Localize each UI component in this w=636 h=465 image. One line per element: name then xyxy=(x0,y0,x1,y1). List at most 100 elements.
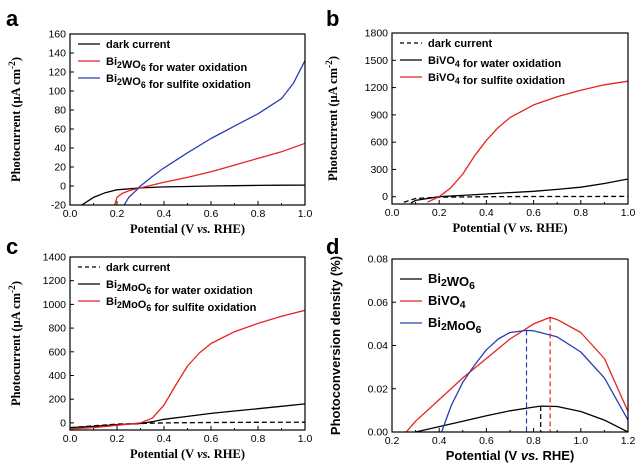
legend-label: dark current xyxy=(428,38,493,50)
legend-label: Bi2MoO6 for water oxidation xyxy=(106,279,253,297)
x-tick-label: 1.2 xyxy=(621,435,636,447)
panel-b: b 0.0 0.2 0.4 0.6 0.8 1.0 0 300 600 900 1200 1500 180… xyxy=(325,6,635,235)
y-tick-label: 900 xyxy=(370,109,388,121)
legend-label: Bi2WO6 xyxy=(428,271,475,292)
plot-frame xyxy=(391,32,629,205)
x-tick-label: 0.8 xyxy=(573,207,588,219)
legend-label: BiVO4 for sulfite oxidation xyxy=(428,72,565,87)
y-tick-label: 0.04 xyxy=(368,340,389,352)
legend: dark current Bi2MoO6 for water oxidationB… xyxy=(78,262,257,314)
x-axis-label: Potential (V vs. RHE) xyxy=(446,448,575,463)
series-line-3 xyxy=(427,80,628,203)
panel-d: d 0.2 0.4 0.6 0.8 1.0 1.2 0.00 0.02 0.04 0.06 0.08 B… xyxy=(326,234,635,463)
panel-letter: a xyxy=(6,6,19,31)
x-tick-label: 0.4 xyxy=(157,433,172,445)
y-tick-label: 0.06 xyxy=(368,297,389,309)
y-tick-label: 800 xyxy=(48,323,66,335)
y-tick-label: 1200 xyxy=(365,82,389,94)
panel-letter: d xyxy=(326,234,339,259)
legend-label: Bi2MoO6 for sulfite oxidation xyxy=(106,296,257,314)
x-tick-label: 1.0 xyxy=(621,207,636,219)
y-tick-label: 300 xyxy=(370,164,388,176)
y-tick-label: 120 xyxy=(48,67,66,79)
series-line-3 xyxy=(70,309,305,430)
y-tick-label: 60 xyxy=(54,124,66,136)
x-tick-label: 0.4 xyxy=(157,208,172,220)
x-tick-label: 0.6 xyxy=(526,207,541,219)
y-tick-label: 100 xyxy=(48,86,66,98)
legend-label: Bi2MoO6 xyxy=(428,315,482,336)
y-tick-label: 1400 xyxy=(43,252,67,264)
y-tick-label: 160 xyxy=(48,29,66,41)
x-tick-label: 0.4 xyxy=(479,207,494,219)
panel-letter: b xyxy=(326,6,339,31)
panel-a: a 0.0 0.2 0.4 0.6 0.8 1.0 -20 0 20 40 60 80 100 120 140… xyxy=(6,6,312,236)
series-line-2 xyxy=(70,403,305,429)
y-tick-label: 1800 xyxy=(365,28,389,40)
y-tick-label: 1200 xyxy=(43,275,67,287)
y-tick-label: 40 xyxy=(54,143,66,155)
x-tick-label: 0.0 xyxy=(385,207,400,219)
y-tick-label: 0 xyxy=(382,191,388,203)
panel-letter: c xyxy=(6,234,18,259)
legend-label: dark current xyxy=(106,39,171,51)
x-tick-label: 0.8 xyxy=(251,433,266,445)
legend-label: dark current xyxy=(106,262,171,274)
y-tick-label: 0 xyxy=(60,417,66,429)
series-line-3 xyxy=(123,60,305,205)
y-tick-label: 0.00 xyxy=(368,427,389,439)
y-axis-label: Photocurrent (μA cm-2) xyxy=(8,57,23,182)
y-axis-label: Photoconversion density (%) xyxy=(328,256,343,435)
y-tick-label: 140 xyxy=(48,48,66,60)
legend-label: BiVO4 xyxy=(428,293,466,311)
x-tick-label: 0.2 xyxy=(385,435,400,447)
y-tick-label: -20 xyxy=(51,200,66,212)
y-tick-label: 1000 xyxy=(43,299,67,311)
legend-label: Bi2WO6 for sulfite oxidation xyxy=(106,73,251,91)
x-tick-label: 0.6 xyxy=(204,433,219,445)
y-tick-label: 600 xyxy=(48,346,66,358)
plot-frame xyxy=(391,258,629,433)
series-line-2 xyxy=(114,142,305,205)
series-line-1 xyxy=(403,195,628,203)
plot-frame xyxy=(69,256,306,431)
x-axis-label: Potential (V vs. RHE) xyxy=(452,221,567,235)
panel-c: c 0.0 0.2 0.4 0.6 0.8 1.0 0 200 400 600 800 1000 1200… xyxy=(6,234,312,461)
x-tick-label: 0.6 xyxy=(204,208,219,220)
x-tick-label: 0.2 xyxy=(432,207,447,219)
legend: dark current BiVO4 for water oxidation BiV… xyxy=(400,38,565,87)
x-tick-label: 1.0 xyxy=(573,435,588,447)
series-line-1 xyxy=(81,184,305,205)
x-tick-label: 0.8 xyxy=(251,208,266,220)
y-tick-label: 200 xyxy=(48,394,66,406)
y-tick-label: 20 xyxy=(54,162,66,174)
legend-label: Bi2WO6 for water oxidation xyxy=(106,56,248,74)
series-line-2 xyxy=(405,316,628,432)
series-line-1 xyxy=(415,405,628,432)
x-tick-label: 0.8 xyxy=(526,435,541,447)
y-tick-label: 1500 xyxy=(365,55,389,67)
series-line-3 xyxy=(440,329,628,432)
legend: dark current Bi2WO6 for water oxidationBi… xyxy=(78,39,251,91)
plot-frame xyxy=(69,33,306,206)
x-tick-label: 1.0 xyxy=(298,433,313,445)
legend-label: BiVO4 for water oxidation xyxy=(428,55,562,70)
x-axis-label: Potential (V vs. RHE) xyxy=(130,222,245,236)
y-tick-label: 400 xyxy=(48,370,66,382)
series-line-1 xyxy=(70,421,305,429)
x-axis-label: Potential (V vs. RHE) xyxy=(130,447,245,461)
x-tick-label: 0.2 xyxy=(110,208,125,220)
y-tick-label: 0.08 xyxy=(368,254,389,266)
y-tick-label: 600 xyxy=(370,137,388,149)
x-tick-label: 0.2 xyxy=(110,433,125,445)
x-tick-label: 0.0 xyxy=(63,208,78,220)
x-tick-label: 0.4 xyxy=(432,435,447,447)
x-tick-label: 1.0 xyxy=(298,208,313,220)
y-tick-label: 80 xyxy=(54,105,66,117)
y-axis-label: Photocurrent (μA cm-2) xyxy=(325,56,340,181)
y-axis-label: Photocurrent (μA cm-2) xyxy=(8,281,23,406)
series-line-2 xyxy=(410,178,628,204)
x-tick-label: 0.6 xyxy=(479,435,494,447)
